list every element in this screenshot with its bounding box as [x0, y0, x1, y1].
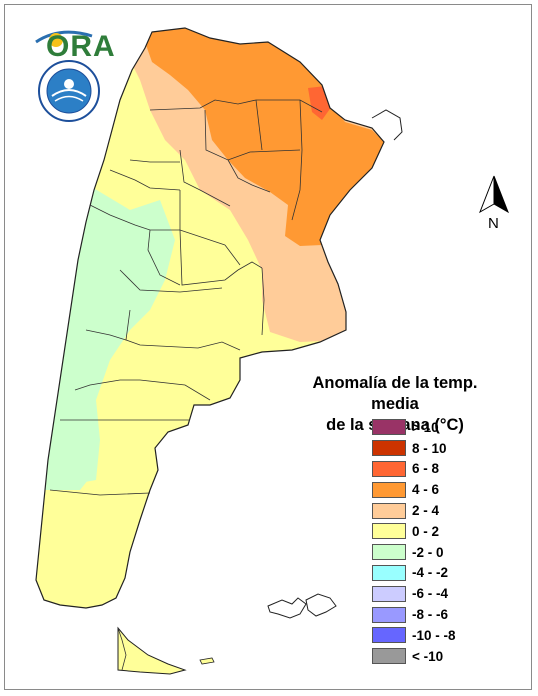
- malvinas-islands: [267, 593, 337, 619]
- legend-item: 8 - 10: [372, 438, 456, 459]
- legend-swatch: [372, 502, 406, 519]
- legend-item: 6 - 8: [372, 459, 456, 480]
- legend-swatch: [372, 648, 406, 665]
- legend-swatch: [372, 460, 406, 477]
- legend-swatch: [372, 481, 406, 498]
- legend-label: -2 - 0: [412, 544, 444, 560]
- legend-item: -10 - -8: [372, 625, 456, 646]
- legend-title-line1: Anomalía de la temp. media: [312, 374, 478, 413]
- tierra-del-fuego: [117, 626, 187, 675]
- legend-item: -4 - -2: [372, 563, 456, 584]
- legend-swatch: [372, 585, 406, 602]
- legend-swatch: [372, 440, 406, 457]
- ora-logo-text: ORA: [46, 30, 116, 63]
- legend-label: -6 - -4: [412, 586, 449, 602]
- legend-item: 4 - 6: [372, 479, 456, 500]
- legend-label: < -10: [412, 648, 444, 664]
- legend-label: 4 - 6: [412, 482, 440, 498]
- legend-swatch: [372, 627, 406, 644]
- legend-item: > 10: [372, 417, 456, 438]
- legend-label: -10 - -8: [412, 627, 456, 643]
- legend-swatch: [372, 419, 406, 436]
- legend-label: 0 - 2: [412, 523, 440, 539]
- country-outline: [35, 27, 385, 609]
- legend-item: -6 - -4: [372, 583, 456, 604]
- province-boundaries: [49, 99, 323, 496]
- legend-label: -8 - -6: [412, 607, 449, 623]
- legend-item: < -10: [372, 646, 456, 667]
- north-label: N: [488, 215, 499, 232]
- legend-label: 6 - 8: [412, 461, 440, 477]
- legend-swatch: [372, 544, 406, 561]
- legend: > 10 8 - 10 6 - 8 4 - 6 2 - 4 0 - 2 -2 - 0 -4 -…: [372, 417, 456, 667]
- sun-swoosh-logo: [49, 33, 63, 47]
- legend-swatch: [372, 523, 406, 540]
- legend-label: 8 - 10: [412, 440, 447, 456]
- legend-item: -8 - -6: [372, 604, 456, 625]
- legend-item: 2 - 4: [372, 500, 456, 521]
- legend-label: > 10: [412, 419, 439, 435]
- legend-label: -4 - -2: [412, 565, 449, 581]
- legend-swatch: [372, 606, 406, 623]
- ora-logo: ORA: [35, 30, 116, 63]
- legend-item: -2 - 0: [372, 542, 456, 563]
- legend-swatch: [372, 564, 406, 581]
- north-arrow-icon: N: [479, 175, 509, 232]
- isla-de-los-estados: [199, 657, 215, 665]
- legend-item: 0 - 2: [372, 521, 456, 542]
- legend-label: 2 - 4: [412, 503, 440, 519]
- smn-seal-logo: [38, 60, 100, 122]
